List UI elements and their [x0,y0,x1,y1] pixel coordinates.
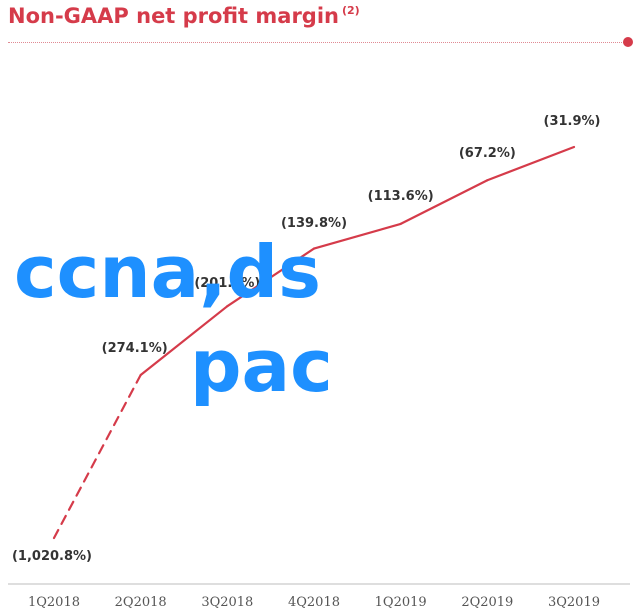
data-label: (67.2%) [459,146,516,161]
x-tick-label: 2Q2019 [461,595,513,610]
x-tick-label: 1Q2018 [28,595,80,610]
series-line-segment [52,373,142,540]
x-tick-label: 1Q2019 [375,595,427,610]
chart-title: Non-GAAP net profit margin (2) [8,4,360,28]
chart-title-text: Non-GAAP net profit margin [8,4,339,28]
x-tick-label: 4Q2018 [288,595,340,610]
series-line-segment [486,145,576,182]
series-line-segment [139,305,229,377]
data-label: (139.8%) [281,216,347,231]
series-line-segment [226,247,316,308]
x-tick-label: 2Q2018 [115,595,167,610]
x-tick-label: 3Q2018 [201,595,253,610]
data-label: (274.1%) [102,341,168,356]
title-rule [8,42,626,43]
series-line-segment [312,222,402,250]
watermark-line-1: ccna,ds [14,230,321,314]
title-footnote: (2) [341,4,360,17]
data-label: (1,020.8%) [12,549,92,564]
data-label: (113.6%) [368,189,434,204]
watermark-line-2: pac [190,324,333,408]
x-tick-label: 3Q2019 [548,595,600,610]
title-rule-dot [623,37,633,47]
series-line-segment [399,179,489,226]
data-label: (31.9%) [544,114,601,129]
data-label: (201.0%) [194,276,260,291]
